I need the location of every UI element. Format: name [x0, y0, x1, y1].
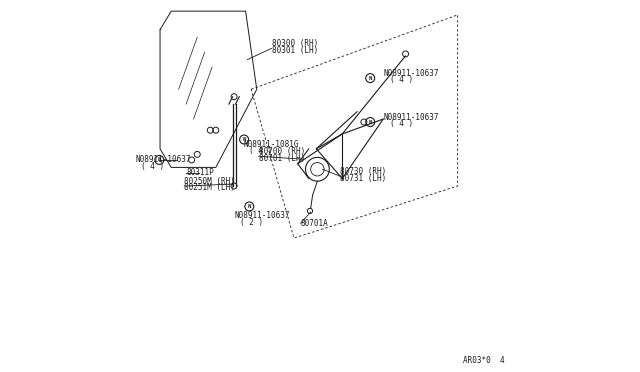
Text: ( 4 ): ( 4 ): [390, 76, 413, 84]
Text: 80731 (LH): 80731 (LH): [340, 174, 387, 183]
Text: N: N: [369, 119, 372, 125]
Text: N08911-10637: N08911-10637: [384, 69, 440, 78]
Text: 80730 (RH): 80730 (RH): [340, 167, 387, 176]
Text: 80311P: 80311P: [186, 169, 214, 177]
Text: N: N: [248, 204, 251, 209]
Text: N: N: [369, 76, 372, 81]
Text: N: N: [243, 137, 246, 142]
Text: 80300 (RH): 80300 (RH): [271, 39, 318, 48]
Text: ( 4 ): ( 4 ): [141, 162, 164, 171]
Text: 80701 (LH): 80701 (LH): [259, 154, 305, 163]
Text: 80700 (RH): 80700 (RH): [259, 147, 305, 156]
Text: N08911-10637: N08911-10637: [384, 113, 440, 122]
Text: 80701A: 80701A: [301, 219, 328, 228]
Text: N08911-10637: N08911-10637: [234, 211, 290, 220]
Text: ( 4 ): ( 4 ): [390, 119, 413, 128]
Text: AR03*0  4: AR03*0 4: [463, 356, 504, 365]
Text: N08911-1081G: N08911-1081G: [244, 140, 300, 149]
Text: 80301 (LH): 80301 (LH): [271, 46, 318, 55]
Text: N08911-10637: N08911-10637: [136, 155, 191, 164]
Text: ( 4 ): ( 4 ): [250, 146, 273, 155]
Text: 80250M (RH): 80250M (RH): [184, 177, 235, 186]
Text: 80251M (LH): 80251M (LH): [184, 183, 235, 192]
Text: N: N: [157, 157, 161, 163]
Text: ( 2 ): ( 2 ): [240, 218, 263, 227]
